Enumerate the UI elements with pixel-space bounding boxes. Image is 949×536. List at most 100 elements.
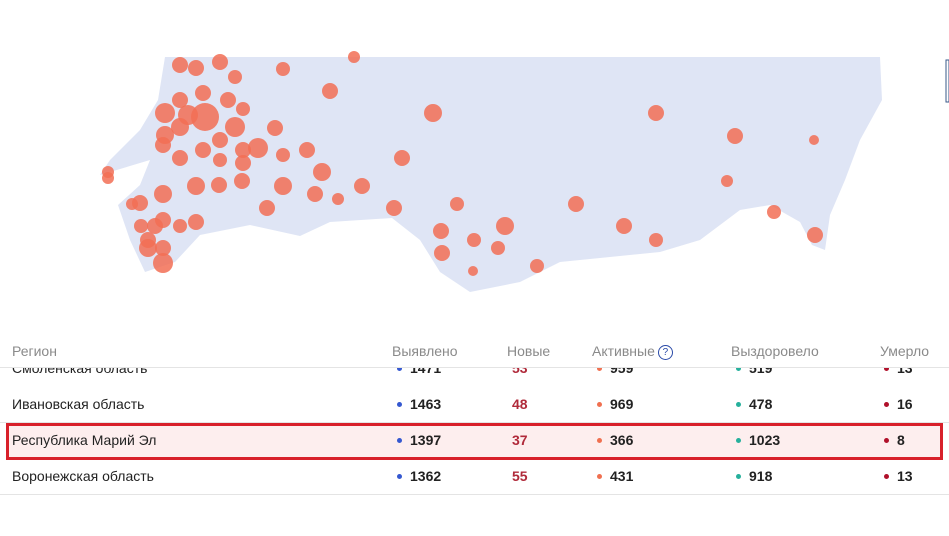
map-marker (616, 218, 632, 234)
status-dot (597, 474, 602, 479)
status-dot (397, 474, 402, 479)
map-marker (134, 219, 148, 233)
map-marker (496, 217, 514, 235)
cell-value: 48 (512, 396, 528, 412)
map-marker (648, 105, 664, 121)
map-marker (102, 172, 114, 184)
region-name: Республика Марий Эл (12, 432, 157, 448)
cell-value: 13 (897, 468, 913, 484)
map-marker (155, 137, 171, 153)
region-name: Смоленская область (12, 368, 148, 376)
help-icon[interactable]: ? (657, 344, 673, 360)
map-marker (568, 196, 584, 212)
map-marker (228, 70, 242, 84)
map (100, 51, 949, 292)
cell-value: 1023 (749, 432, 781, 448)
status-dot (884, 402, 889, 407)
map-marker (132, 195, 148, 211)
region-name: Воронежская область (12, 468, 154, 484)
cell-value: 1471 (410, 368, 442, 376)
status-dot (397, 402, 402, 407)
map-marker (267, 120, 283, 136)
map-marker (213, 153, 227, 167)
map-marker (649, 233, 663, 247)
status-dot (736, 438, 741, 443)
map-marker (467, 233, 481, 247)
map-marker (468, 266, 478, 276)
map-marker (155, 240, 171, 256)
status-dot (736, 474, 741, 479)
map-marker (195, 85, 211, 101)
cell-value: 13 (897, 368, 913, 376)
region-name: Ивановская область (12, 396, 145, 412)
map-marker (433, 223, 449, 239)
cell-value: 918 (749, 468, 773, 484)
column-header: Активные? (592, 343, 673, 360)
edge-widget (945, 59, 949, 103)
map-marker (767, 205, 781, 219)
status-dot (884, 368, 889, 371)
cell-value: 16 (897, 396, 913, 412)
map-marker (354, 178, 370, 194)
status-dot (884, 474, 889, 479)
map-marker (434, 245, 450, 261)
status-dot (736, 368, 741, 371)
header-separator (0, 367, 949, 368)
map-marker (188, 214, 204, 230)
map-marker (188, 60, 204, 76)
column-header: Новые (507, 343, 551, 359)
map-marker (348, 51, 360, 63)
map-marker (173, 219, 187, 233)
cell-value: 478 (749, 396, 773, 412)
map-marker (259, 200, 275, 216)
cell-value: 431 (610, 468, 634, 484)
cell-value: 1362 (410, 468, 442, 484)
map-marker (195, 142, 211, 158)
status-dot (597, 402, 602, 407)
map-marker (236, 102, 250, 116)
cell-value: 55 (512, 468, 528, 484)
map-marker (307, 186, 323, 202)
map-marker (191, 103, 219, 131)
map-marker (332, 193, 344, 205)
map-marker (274, 177, 292, 195)
map-marker (172, 150, 188, 166)
cell-value: 1397 (410, 432, 442, 448)
map-marker (248, 138, 268, 158)
cell-value: 969 (610, 396, 634, 412)
status-dot (397, 438, 402, 443)
cell-value: 959 (610, 368, 634, 376)
status-dot (884, 438, 889, 443)
column-header: Умерло (880, 343, 930, 359)
map-marker (809, 135, 819, 145)
map-shape (100, 57, 882, 292)
map-marker (147, 218, 163, 234)
map-marker (171, 118, 189, 136)
map-marker (386, 200, 402, 216)
map-marker (212, 132, 228, 148)
cell-value: 37 (512, 432, 528, 448)
map-markers (102, 51, 823, 276)
map-marker (235, 142, 251, 158)
map-marker (172, 57, 188, 73)
map-marker (211, 177, 227, 193)
map-marker (155, 103, 175, 123)
map-marker (187, 177, 205, 195)
status-dot (597, 368, 602, 371)
cell-value: 1463 (410, 396, 442, 412)
table-body: Смоленская область 1471 53 959 519 13 Ивановск… (0, 368, 949, 508)
map-marker (154, 185, 172, 203)
status-dot (597, 438, 602, 443)
row-separator (0, 422, 949, 423)
map-marker (220, 92, 236, 108)
map-marker (807, 227, 823, 243)
cell-value: 8 (897, 432, 905, 448)
map-marker (276, 62, 290, 76)
status-dot (397, 368, 402, 371)
column-header: Выздоровело (731, 343, 819, 359)
cell-value: 366 (610, 432, 634, 448)
map-marker (235, 155, 251, 171)
map-marker (394, 150, 410, 166)
map-marker (491, 241, 505, 255)
